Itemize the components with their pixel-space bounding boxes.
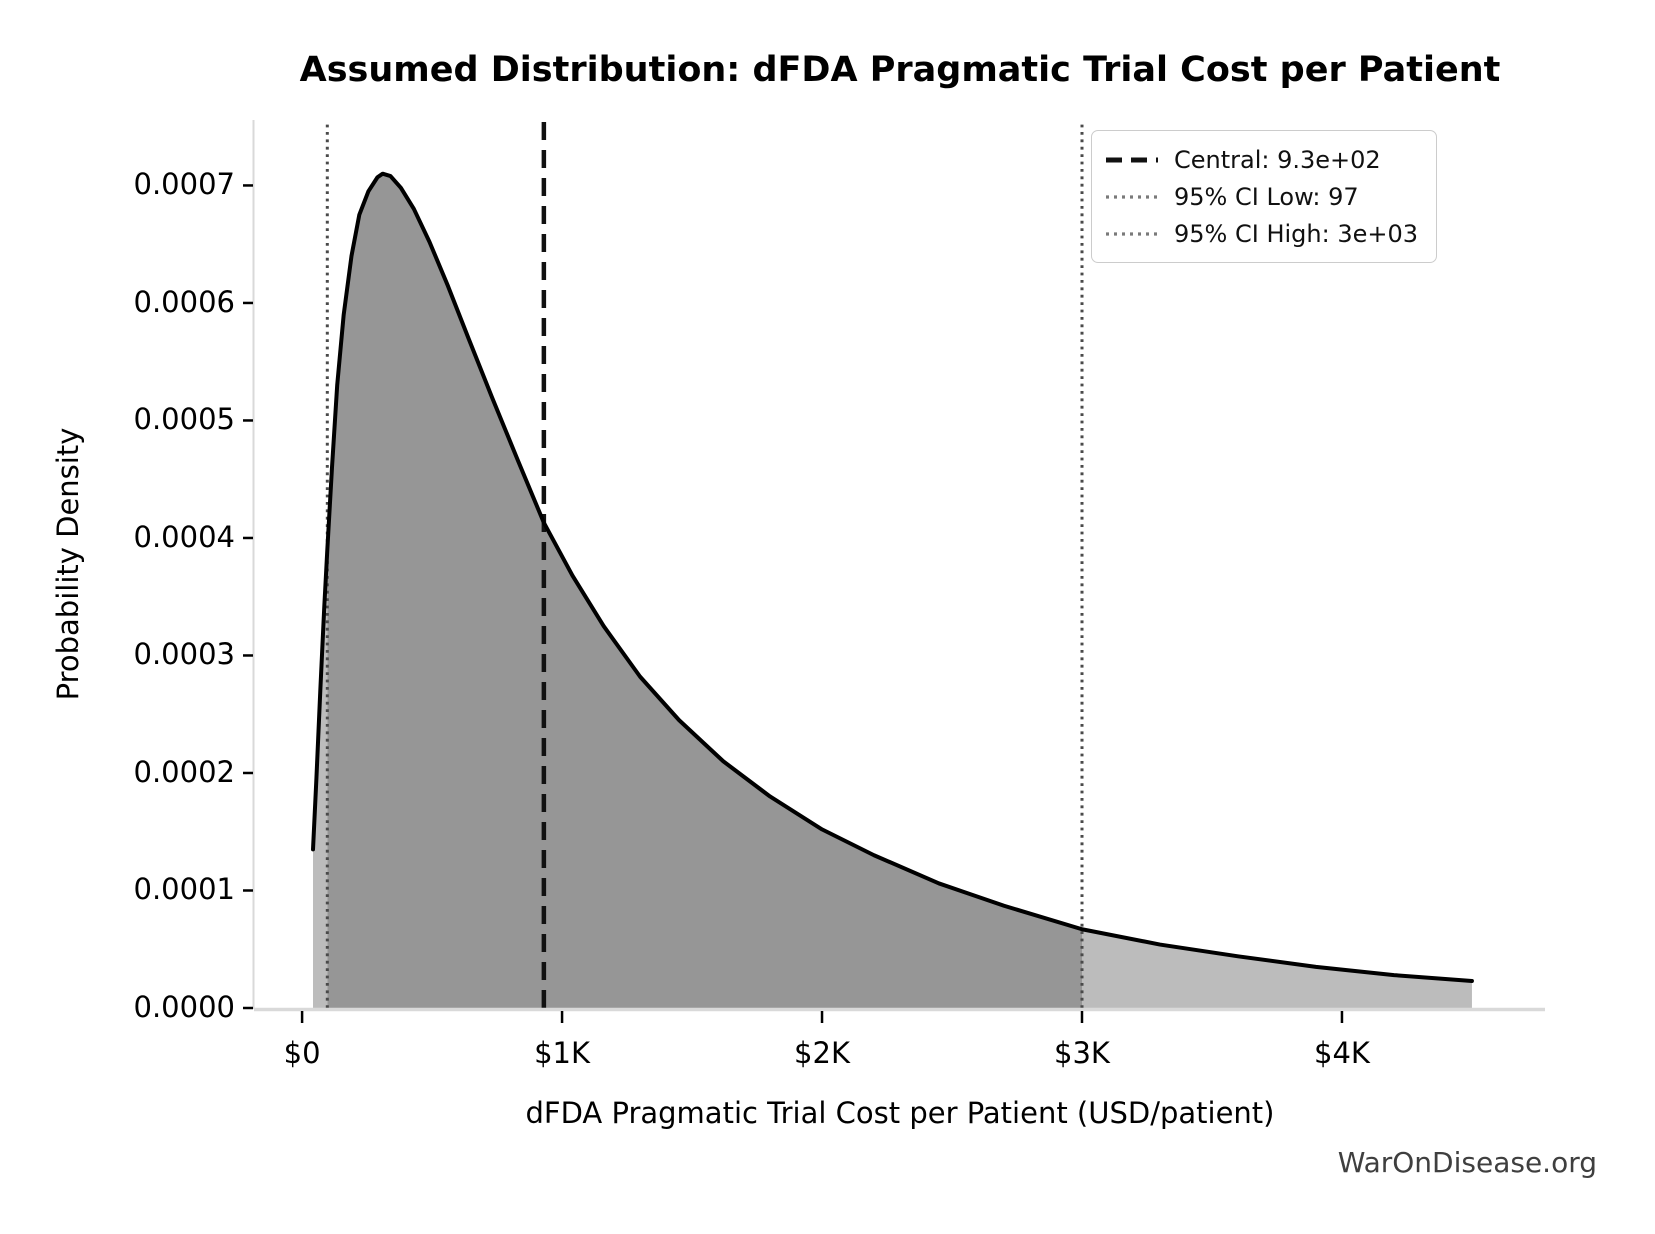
density-fill-left-tail (313, 549, 328, 1008)
y-tick-label: 0.0001 (133, 872, 235, 907)
y-tick-label: 0.0005 (133, 402, 235, 437)
x-tick-label: $1K (534, 1036, 591, 1070)
y-axis-label: Probability Density (51, 427, 85, 701)
y-tick-label: 0.0000 (133, 990, 235, 1024)
legend-item: 95% CI High: 3e+03 (1104, 215, 1424, 252)
x-tick-label: $4K (1313, 1036, 1370, 1070)
density-curve (311, 171, 1474, 983)
legend-label: 95% CI High: 3e+03 (1174, 219, 1418, 248)
y-tick-label: 0.0004 (133, 519, 235, 554)
legend-dotted-line-icon (1106, 194, 1158, 199)
legend-dotted-line-icon (1106, 231, 1158, 236)
legend-item: 95% CI Low: 97 (1104, 178, 1424, 215)
y-tick-label: 0.0007 (133, 167, 235, 202)
x-tick-label: $0 (283, 1036, 321, 1070)
y-tick-label: 0.0006 (133, 284, 235, 319)
legend-label: 95% CI Low: 97 (1174, 182, 1359, 211)
x-tick-label: $3K (1054, 1036, 1110, 1070)
legend-label: Central: 9.3e+02 (1174, 145, 1381, 174)
chart-title: Assumed Distribution: dFDA Pragmatic Tri… (299, 50, 1501, 90)
y-tick-label: 0.0003 (133, 637, 235, 672)
legend-dashed-line-icon (1106, 157, 1158, 162)
watermark: WarOnDisease.org (1337, 1146, 1597, 1179)
legend-item: Central: 9.3e+02 (1104, 141, 1424, 178)
x-axis-label: dFDA Pragmatic Trial Cost per Patient (U… (525, 1096, 1275, 1130)
legend: Central: 9.3e+02 95% CI Low: 97 95% CI Hig… (1091, 130, 1437, 263)
density-fill-ci-region (327, 173, 1082, 1008)
x-tick-label: $2K (794, 1036, 850, 1070)
y-tick-label: 0.0002 (133, 754, 235, 789)
